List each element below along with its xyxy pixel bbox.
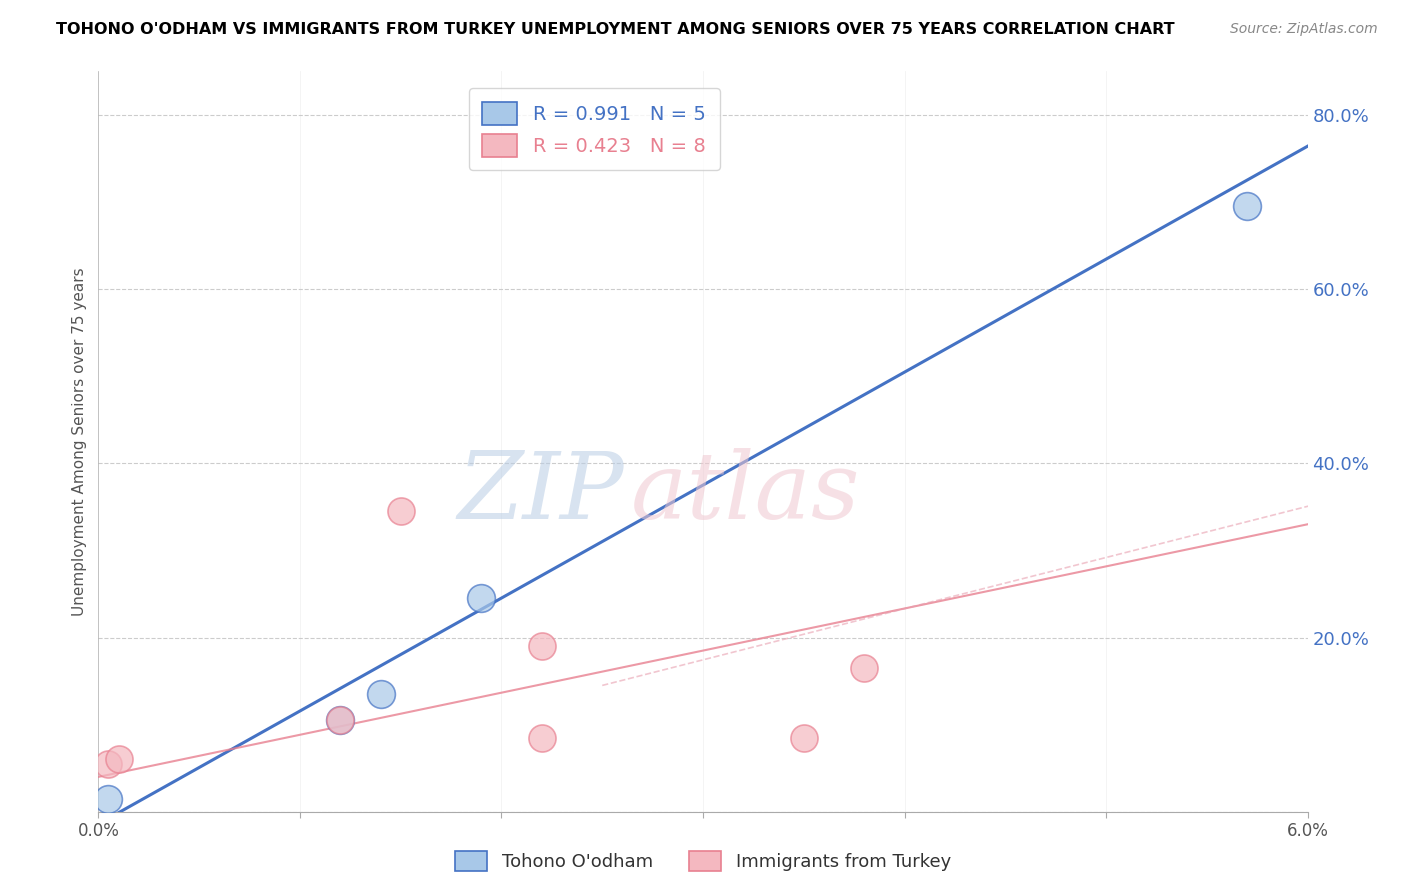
Point (470, 591, 492, 606)
Point (793, 731, 815, 745)
Point (530, 731, 553, 745)
Point (853, 661, 876, 675)
Text: ZIP: ZIP (458, 449, 624, 539)
Point (389, 504, 412, 518)
Y-axis label: Unemployment Among Seniors over 75 years: Unemployment Among Seniors over 75 years (72, 268, 87, 615)
Point (1236, 199, 1258, 213)
Point (97, 756, 120, 771)
Text: TOHONO O'ODHAM VS IMMIGRANTS FROM TURKEY UNEMPLOYMENT AMONG SENIORS OVER 75 YEAR: TOHONO O'ODHAM VS IMMIGRANTS FROM TURKEY… (56, 22, 1175, 37)
Point (370, 687, 392, 701)
Legend: Tohono O'odham, Immigrants from Turkey: Tohono O'odham, Immigrants from Turkey (447, 844, 959, 879)
Point (530, 639, 553, 653)
Point (97, 791, 120, 805)
Point (329, 713, 352, 727)
Legend: R = 0.991   N = 5, R = 0.423   N = 8: R = 0.991 N = 5, R = 0.423 N = 8 (468, 88, 720, 170)
Point (107, 752, 129, 766)
Point (329, 713, 352, 727)
Text: atlas: atlas (630, 449, 860, 539)
Text: Source: ZipAtlas.com: Source: ZipAtlas.com (1230, 22, 1378, 37)
